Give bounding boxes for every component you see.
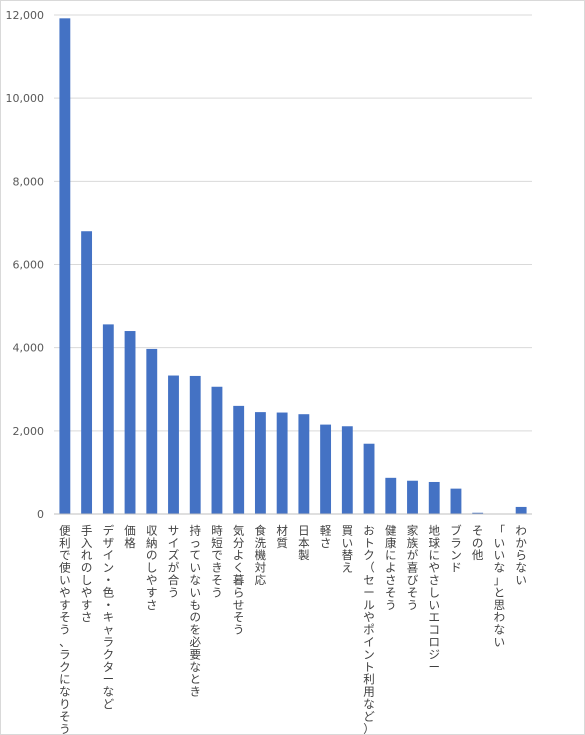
bar: [428, 481, 440, 514]
category-label: 「いいな」と思わない: [494, 523, 506, 649]
bar: [81, 231, 93, 514]
bar: [472, 512, 484, 514]
category-label: 軽さ: [320, 523, 332, 549]
bar: [363, 443, 375, 514]
bar: [59, 18, 71, 515]
bar: [450, 488, 462, 514]
bar: [385, 477, 397, 514]
bar: [515, 506, 527, 514]
y-tick-label: 12,000: [6, 9, 45, 22]
category-label: 食洗機対応: [255, 523, 267, 587]
category-label: おトク（セールやポイント利用など）: [363, 523, 375, 735]
category-label: 時短できそう: [211, 523, 223, 599]
bar: [320, 424, 332, 514]
category-label: その他: [472, 523, 484, 562]
category-label: 価格: [124, 523, 136, 549]
category-label: 便利で使いやすそう、ラクになりそう: [59, 523, 71, 735]
bar: [102, 324, 114, 514]
category-label: サイズが合う: [168, 523, 180, 599]
category-label: 持っていないものを必要なとき: [189, 523, 201, 698]
y-tick-label: 8,000: [13, 175, 45, 188]
category-label: 材質: [276, 523, 288, 549]
y-tick-label: 4,000: [13, 342, 45, 355]
category-labels: 便利で使いやすそう、ラクになりそう手入れのしやすさデザイン・色・キャラクターなど…: [59, 523, 527, 735]
bar: [124, 331, 136, 514]
bar: [189, 375, 201, 514]
bar: [298, 414, 310, 514]
bar: [341, 426, 353, 514]
category-label: 収納のしやすさ: [146, 523, 158, 611]
bar: [233, 405, 245, 514]
y-tick-label: 2,000: [13, 425, 45, 438]
category-label: デザイン・色・キャラクターなど: [103, 523, 115, 711]
category-label: わからない: [515, 523, 527, 587]
y-axis-ticks: 0 2,000 4,000 6,000 8,000 10,000 12,000: [6, 9, 45, 521]
category-label: 手入れのしやすさ: [81, 523, 93, 624]
bar: [211, 386, 223, 514]
y-tick-label: 6,000: [13, 259, 45, 272]
category-label: 家族が喜びそう: [407, 523, 419, 611]
category-label: 買い替え: [342, 523, 354, 574]
y-tick-label: 0: [37, 508, 44, 521]
category-label: 気分よく暮らせそう: [233, 523, 245, 636]
bar: [146, 348, 158, 514]
category-label: ブランド: [450, 523, 462, 574]
bars: [59, 18, 527, 515]
category-label: 健康によさそう: [385, 523, 397, 611]
bar: [407, 480, 418, 514]
category-label: 日本製: [298, 523, 310, 562]
y-tick-label: 10,000: [6, 92, 45, 105]
category-label: 地球にやさしいエコロジー: [428, 523, 440, 673]
bar: [168, 375, 179, 514]
bar: [254, 412, 266, 514]
bar: [276, 412, 288, 514]
